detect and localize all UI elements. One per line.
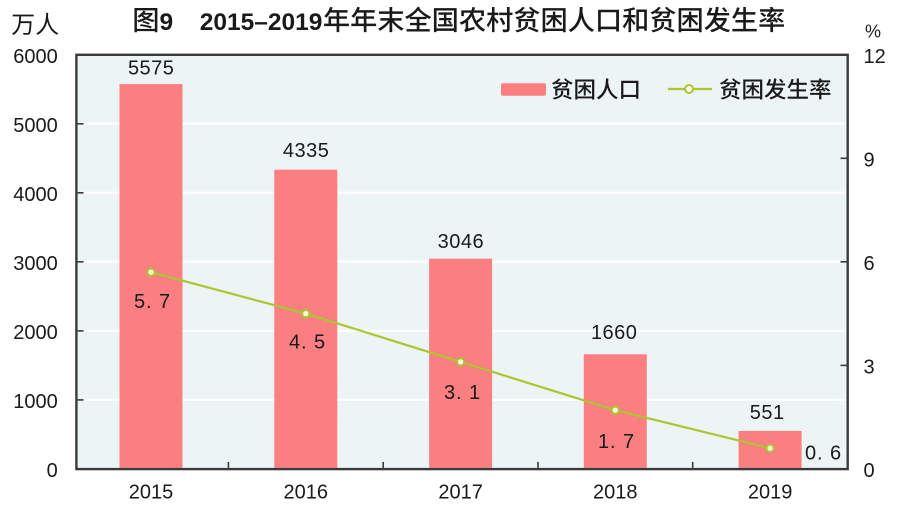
- svg-text:2018: 2018: [593, 482, 638, 504]
- svg-text:2017: 2017: [438, 482, 483, 504]
- svg-text:9: 9: [159, 9, 173, 36]
- svg-text:5575: 5575: [128, 57, 175, 79]
- svg-text:5000: 5000: [13, 115, 58, 137]
- svg-text:12: 12: [864, 46, 886, 68]
- svg-text:1000: 1000: [13, 391, 58, 413]
- svg-text:0. 6: 0. 6: [805, 443, 842, 465]
- svg-text:6000: 6000: [13, 46, 58, 68]
- svg-text:3000: 3000: [13, 253, 58, 275]
- svg-text:4000: 4000: [13, 184, 58, 206]
- svg-text:0: 0: [864, 460, 875, 482]
- svg-text:5. 7: 5. 7: [134, 291, 171, 313]
- svg-text:2015–2019: 2015–2019: [200, 9, 323, 36]
- svg-text:3. 1: 3. 1: [444, 382, 481, 404]
- svg-text:0: 0: [47, 460, 58, 482]
- svg-text:9: 9: [864, 149, 875, 171]
- svg-text:551: 551: [750, 402, 785, 424]
- svg-text:4335: 4335: [283, 140, 330, 162]
- svg-text:2015: 2015: [129, 482, 174, 504]
- svg-text:1660: 1660: [591, 322, 638, 344]
- svg-text:4. 5: 4. 5: [289, 332, 326, 354]
- svg-text:2019: 2019: [748, 482, 793, 504]
- svg-text:6: 6: [864, 253, 875, 275]
- svg-text:%: %: [865, 22, 881, 42]
- svg-text:3: 3: [864, 356, 875, 378]
- svg-text:2016: 2016: [284, 482, 329, 504]
- svg-text:2000: 2000: [13, 322, 58, 344]
- svg-text:1. 7: 1. 7: [598, 431, 635, 453]
- svg-text:3046: 3046: [438, 231, 485, 253]
